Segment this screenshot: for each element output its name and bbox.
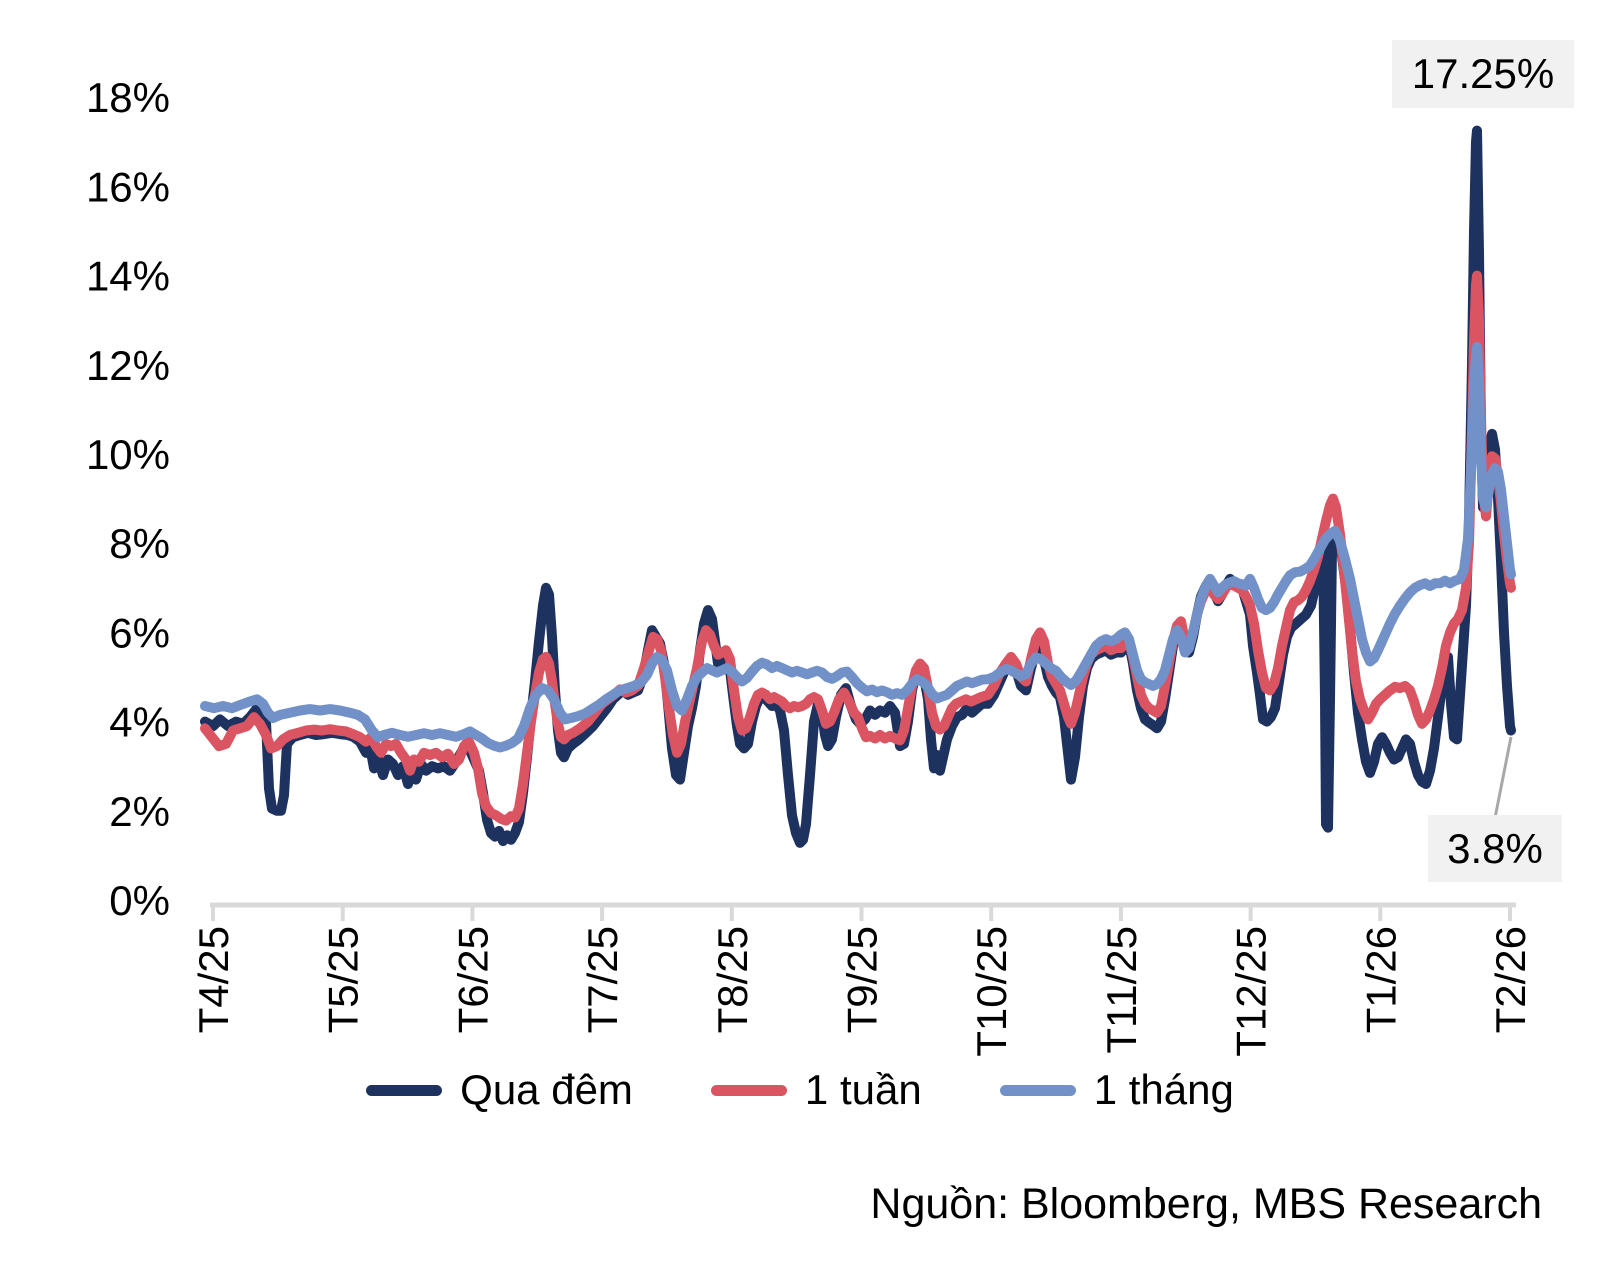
y-axis-label: 14% — [86, 253, 170, 300]
legend-item-1-week: 1 tuần — [710, 1066, 922, 1114]
legend-label-overnight: Qua đêm — [460, 1066, 633, 1113]
x-axis-label: T12/25 — [1228, 926, 1275, 1057]
last-value-callout: 3.8% — [1428, 815, 1562, 882]
series-line-1-month — [200, 342, 1516, 753]
x-axis-label: T11/25 — [1098, 926, 1145, 1054]
y-axis-label: 4% — [109, 699, 170, 746]
x-axis-label: T7/25 — [579, 926, 626, 1033]
x-axis-label: T8/25 — [709, 926, 756, 1033]
legend-item-1-month: 1 tháng — [999, 1066, 1234, 1114]
y-axis-label: 10% — [86, 431, 170, 478]
y-axis-label: 12% — [86, 342, 170, 389]
callout-connector-line — [1493, 736, 1513, 819]
legend: Qua đêm 1 tuần 1 tháng — [0, 1066, 1600, 1114]
y-axis-label: 8% — [109, 520, 170, 567]
peak-value-callout: 17.25% — [1392, 40, 1574, 108]
legend-label-1-month: 1 tháng — [1093, 1066, 1234, 1113]
legend-swatch-1-month-icon — [999, 1084, 1076, 1096]
x-axis-label: T6/25 — [449, 926, 496, 1033]
x-axis-label: T5/25 — [320, 926, 367, 1033]
y-axis-label: 6% — [109, 609, 170, 656]
source-note: Nguồn: Bloomberg, MBS Research — [870, 1180, 1542, 1228]
series-line-1-week — [200, 270, 1516, 826]
y-axis-label: 18% — [86, 74, 170, 121]
y-axis-label: 0% — [109, 877, 170, 924]
legend-item-overnight: Qua đêm — [366, 1066, 633, 1114]
x-axis-label: T9/25 — [839, 926, 886, 1033]
x-axis-label: T10/25 — [968, 926, 1015, 1057]
x-axis-label: T1/26 — [1357, 926, 1404, 1033]
legend-swatch-1-week-icon — [710, 1084, 787, 1096]
x-axis-label: T4/25 — [190, 926, 237, 1033]
legend-label-1-week: 1 tuần — [804, 1066, 922, 1113]
legend-swatch-overnight-icon — [366, 1084, 443, 1096]
x-axis-label: T2/26 — [1487, 926, 1534, 1033]
y-axis-label: 2% — [109, 788, 170, 835]
y-axis-label: 16% — [86, 163, 170, 210]
